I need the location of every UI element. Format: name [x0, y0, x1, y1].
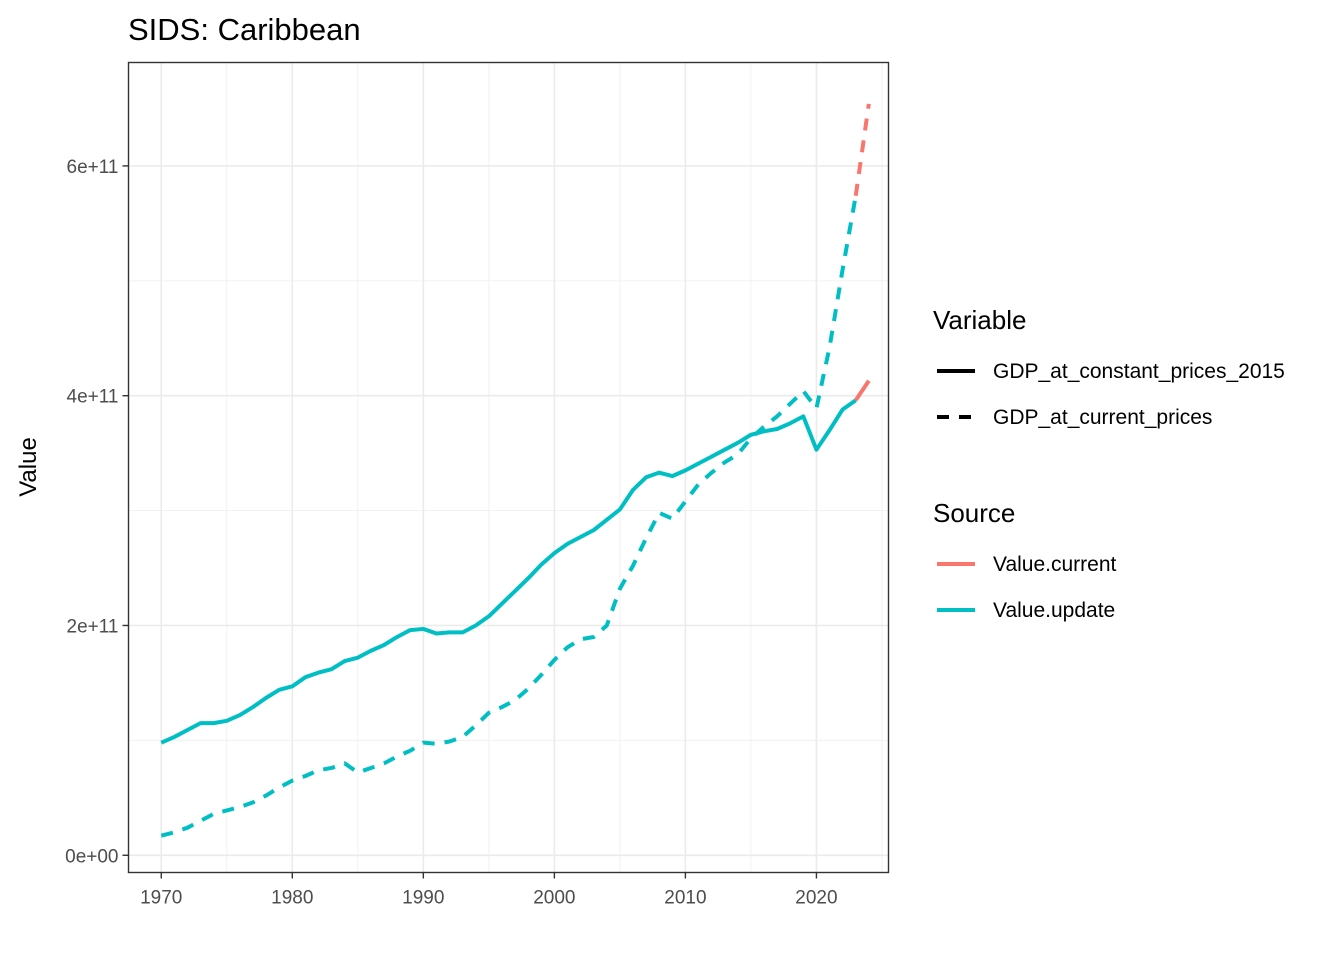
- x-tick-label: 2010: [664, 888, 706, 909]
- legend: Variable GDP_at_constant_prices_2015 GDP_a…: [933, 305, 1285, 622]
- x-tick-label: 2020: [795, 888, 837, 909]
- legend-label: Value.update: [993, 599, 1115, 622]
- series-line-gdp-at-constant-prices-2015-value-update: [160, 398, 857, 745]
- y-axis-title: Value: [15, 437, 42, 497]
- series-line-gdp-at-current-prices-value-current: [853, 103, 871, 197]
- panel-background: [128, 62, 889, 873]
- y-tick-label: 4e+11: [67, 387, 119, 408]
- y-tick-label: 0e+00: [65, 846, 118, 867]
- panel-border: [127, 61, 890, 874]
- y-axis: 0e+00 2e+11 4e+11 6e+11: [65, 157, 129, 867]
- x-tick-label: 1990: [402, 888, 444, 909]
- legend-label: Value.current: [993, 553, 1117, 576]
- legend-title: Variable: [933, 305, 1026, 335]
- y-tick-label: 2e+11: [67, 616, 119, 637]
- chart-title: SIDS: Caribbean: [128, 12, 361, 47]
- series-line-gdp-at-constant-prices-2015-value-current: [854, 379, 871, 402]
- legend-label: GDP_at_current_prices: [993, 406, 1212, 429]
- y-tick-label: 6e+11: [67, 157, 119, 178]
- plot-panel: [127, 61, 890, 874]
- series-line-gdp-at-current-prices-value-update: [160, 195, 858, 838]
- x-tick-label: 1970: [140, 888, 182, 909]
- legend-title: Source: [933, 498, 1015, 528]
- major-gridlines: [128, 62, 889, 873]
- x-tick-label: 2000: [533, 888, 575, 909]
- minor-gridlines: [128, 62, 889, 873]
- x-tick-label: 1980: [271, 888, 313, 909]
- series-lines: [160, 103, 871, 838]
- x-axis: 1970 1980 1990 2000 2010 2020: [140, 872, 838, 909]
- legend-label: GDP_at_constant_prices_2015: [993, 360, 1285, 383]
